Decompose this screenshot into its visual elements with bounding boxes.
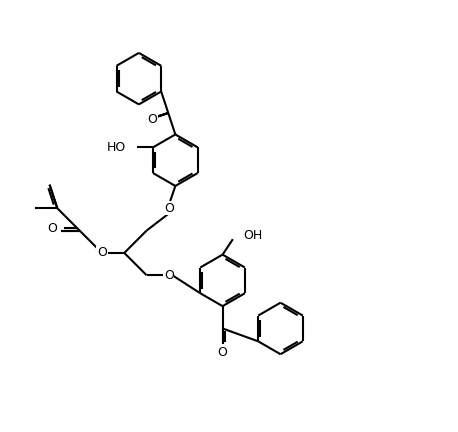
Text: O: O (164, 202, 174, 215)
Text: O: O (218, 346, 228, 359)
Text: O: O (97, 246, 107, 259)
Text: O: O (47, 222, 57, 235)
Text: OH: OH (243, 229, 262, 242)
Text: O: O (147, 114, 157, 127)
Text: HO: HO (107, 141, 126, 154)
Text: O: O (164, 269, 174, 282)
